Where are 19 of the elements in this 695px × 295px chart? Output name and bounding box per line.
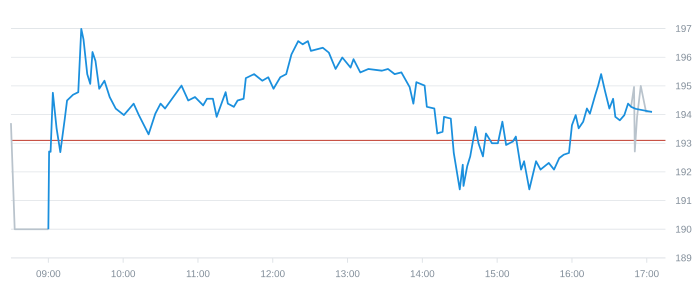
line-series <box>47 28 653 230</box>
y-tick-label: 189 <box>676 254 692 262</box>
x-tick-label: 12:00 <box>261 270 285 278</box>
x-tick-label: 10:00 <box>112 270 136 278</box>
x-tick-label: 09:00 <box>36 270 60 278</box>
y-tick-label: 194 <box>676 110 692 118</box>
y-tick-label: 192 <box>676 168 692 176</box>
x-tick-label: 11:00 <box>186 270 210 278</box>
x-tick-label: 13:00 <box>336 270 360 278</box>
x-tick-label: 14:00 <box>410 270 434 278</box>
x-tick-label: 17:00 <box>635 270 659 278</box>
y-tick-label: 191 <box>676 196 692 204</box>
y-tick-label: 190 <box>676 226 692 233</box>
y-tick-label: 193 <box>676 140 692 147</box>
x-tick-label: 16:00 <box>560 270 584 278</box>
y-tick-label: 195 <box>676 82 692 90</box>
y-tick-label: 197 <box>676 24 692 32</box>
x-tick-label: 15:00 <box>486 270 510 278</box>
y-tick-label: 196 <box>676 54 692 61</box>
